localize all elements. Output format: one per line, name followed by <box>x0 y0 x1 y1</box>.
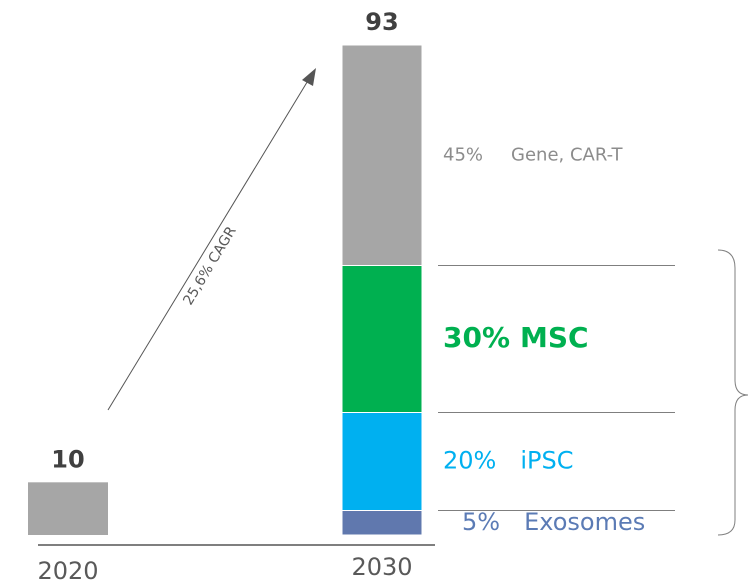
bar <box>28 482 108 535</box>
x-tick-label: 2030 <box>351 553 412 581</box>
share-label: 45% <box>443 144 483 165</box>
segment-label: 45% Gene, CAR-T <box>443 144 623 165</box>
arrow-head <box>302 68 316 86</box>
share-label: 30% <box>443 321 510 354</box>
annotation: 25,6% CAGR <box>180 224 239 308</box>
share-label: 20% <box>443 447 496 475</box>
bar-segment <box>341 412 423 511</box>
x-tick-label: 2020 <box>37 557 98 584</box>
segment-name: Exosomes <box>524 508 645 536</box>
arrow-line <box>107 73 313 411</box>
bar-segment <box>341 44 423 266</box>
segment-label: 30% MSC <box>443 321 589 354</box>
share-label: 5% <box>462 508 500 536</box>
brace <box>717 249 749 536</box>
segment-label: 20% iPSC <box>443 447 573 475</box>
segment-label: 5% Exosomes <box>462 508 645 536</box>
segment-name: iPSC <box>520 447 573 475</box>
segment-name: Gene, CAR-T <box>511 144 623 165</box>
bar-segment <box>341 510 423 536</box>
annotation-bg <box>174 217 246 315</box>
segment-name: MSC <box>520 321 589 354</box>
value-label: 93 <box>365 8 398 36</box>
value-label: 10 <box>51 445 84 473</box>
bar-segment <box>341 265 423 413</box>
